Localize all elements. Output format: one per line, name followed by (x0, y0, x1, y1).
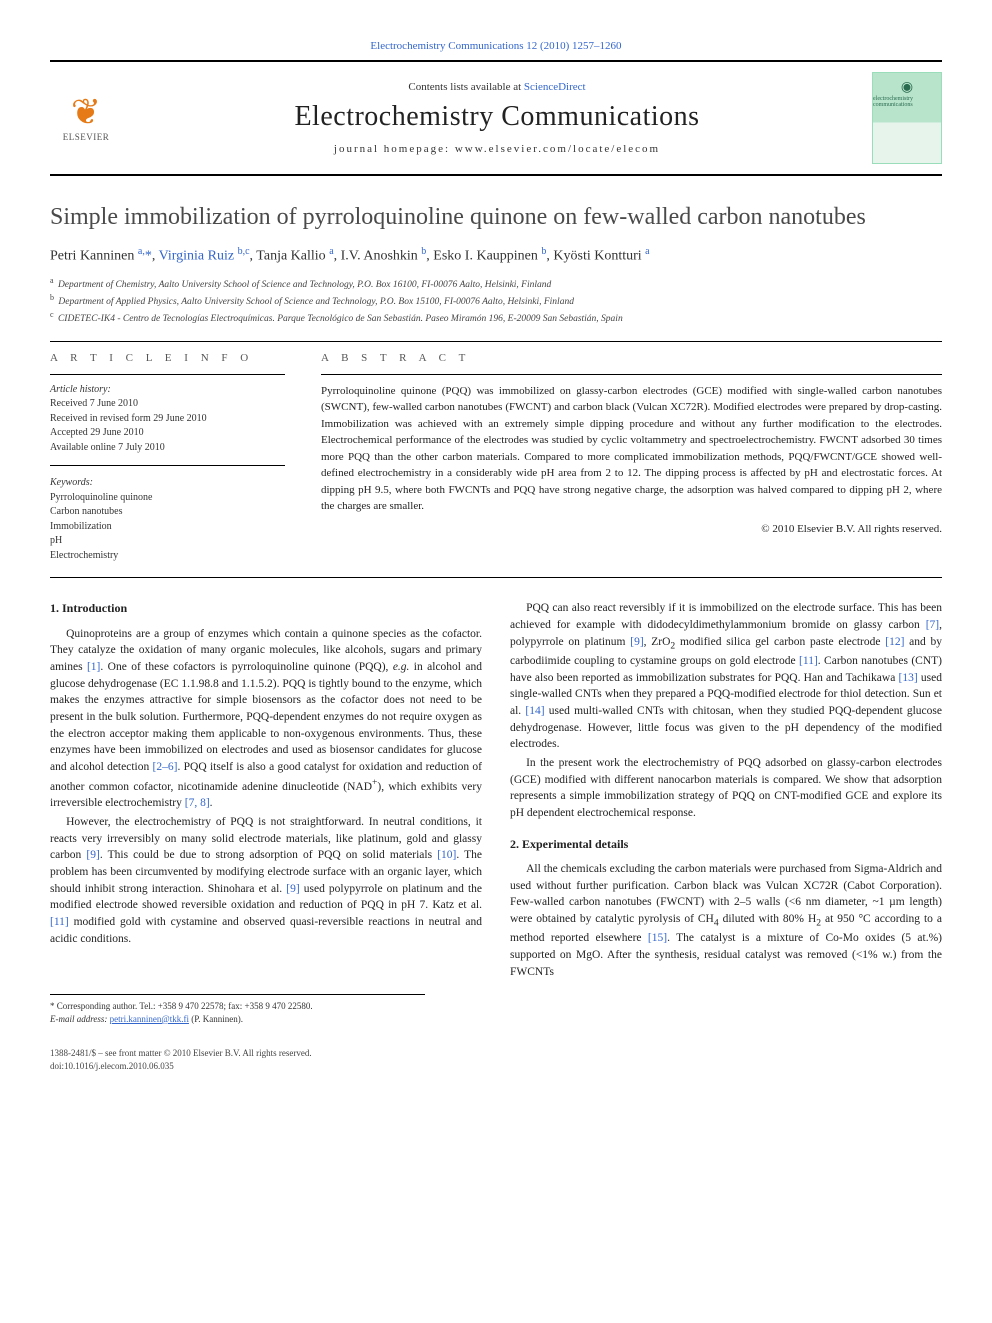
body-paragraph: However, the electrochemistry of PQQ is … (50, 814, 482, 947)
history-line: Accepted 29 June 2010 (50, 426, 285, 441)
keyword: pH (50, 534, 285, 549)
section-heading: 2. Experimental details (510, 836, 942, 853)
history-line: Received 7 June 2010 (50, 397, 285, 412)
keyword: Immobilization (50, 520, 285, 535)
elsevier-logo[interactable]: ❦ ELSEVIER (50, 78, 122, 158)
abstract-heading: A B S T R A C T (321, 352, 942, 364)
elsevier-tree-icon: ❦ (71, 94, 101, 130)
corr-email-link[interactable]: petri.kanninen@tkk.fi (110, 1014, 189, 1024)
divider (321, 374, 942, 375)
contents-prefix: Contents lists available at (408, 81, 523, 93)
homepage-url[interactable]: www.elsevier.com/locate/elecom (455, 143, 660, 155)
body-paragraph: PQQ can also react reversibly if it is i… (510, 600, 942, 753)
meta-row: A R T I C L E I N F O Article history: R… (50, 352, 942, 564)
journal-title: Electrochemistry Communications (136, 101, 858, 133)
cover-label: electrochemistry communications (873, 96, 941, 108)
history-line: Received in revised form 29 June 2010 (50, 412, 285, 427)
keywords-head: Keywords: (50, 476, 285, 491)
keyword: Carbon nanotubes (50, 505, 285, 520)
history-line: Available online 7 July 2010 (50, 441, 285, 456)
affiliation-line: a Department of Chemistry, Aalto Univers… (50, 275, 942, 292)
homepage-line: journal homepage: www.elsevier.com/locat… (136, 143, 858, 155)
body-paragraph: In the present work the electrochemistry… (510, 755, 942, 822)
contents-line: Contents lists available at ScienceDirec… (136, 81, 858, 93)
divider (50, 341, 942, 342)
abstract-copyright: © 2010 Elsevier B.V. All rights reserved… (321, 523, 942, 535)
keyword: Pyrroloquinoline quinone (50, 491, 285, 506)
body-paragraph: Quinoproteins are a group of enzymes whi… (50, 626, 482, 812)
journal-cover-thumb[interactable]: ◉ electrochemistry communications (872, 72, 942, 164)
masthead: ❦ ELSEVIER Contents lists available at S… (50, 60, 942, 176)
affiliations: a Department of Chemistry, Aalto Univers… (50, 275, 942, 327)
corresponding-footnote: * Corresponding author. Tel.: +358 9 470… (50, 994, 425, 1025)
abstract-col: A B S T R A C T Pyrroloquinoline quinone… (321, 352, 942, 564)
email-label: E-mail address: (50, 1014, 107, 1024)
homepage-prefix: journal homepage: (334, 143, 455, 155)
abstract-text: Pyrroloquinoline quinone (PQQ) was immob… (321, 383, 942, 515)
authors-line: Petri Kanninen a,*, Virginia Ruiz b,c, T… (50, 246, 942, 265)
article-title: Simple immobilization of pyrroloquinolin… (50, 202, 942, 232)
corr-email-person: (P. Kanninen). (191, 1014, 243, 1024)
article-history: Article history: Received 7 June 2010Rec… (50, 383, 285, 467)
article-info-heading: A R T I C L E I N F O (50, 352, 285, 364)
footer-lines: 1388-2481/$ – see front matter © 2010 El… (50, 1047, 942, 1072)
keywords-block: Keywords: Pyrroloquinoline quinoneCarbon… (50, 476, 285, 563)
history-head: Article history: (50, 383, 285, 398)
article-info-col: A R T I C L E I N F O Article history: R… (50, 352, 285, 564)
keyword: Electrochemistry (50, 549, 285, 564)
journal-reference: Electrochemistry Communications 12 (2010… (50, 40, 942, 52)
affiliation-line: c CIDETEC-IK4 - Centro de Tecnologías El… (50, 309, 942, 326)
footer-doi: doi:10.1016/j.elecom.2010.06.035 (50, 1060, 942, 1073)
body-columns: 1. Introduction Quinoproteins are a group… (50, 600, 942, 980)
affiliation-line: b Department of Applied Physics, Aalto U… (50, 292, 942, 309)
elsevier-label: ELSEVIER (63, 132, 110, 142)
footer-front-matter: 1388-2481/$ – see front matter © 2010 El… (50, 1047, 942, 1060)
cover-icon: ◉ (901, 79, 913, 96)
sciencedirect-link[interactable]: ScienceDirect (524, 81, 586, 93)
divider (50, 577, 942, 578)
body-paragraph: All the chemicals excluding the carbon m… (510, 861, 942, 980)
corr-author-line: * Corresponding author. Tel.: +358 9 470… (50, 1000, 425, 1013)
divider (50, 374, 285, 375)
masthead-center: Contents lists available at ScienceDirec… (136, 81, 858, 155)
section-heading: 1. Introduction (50, 600, 482, 617)
